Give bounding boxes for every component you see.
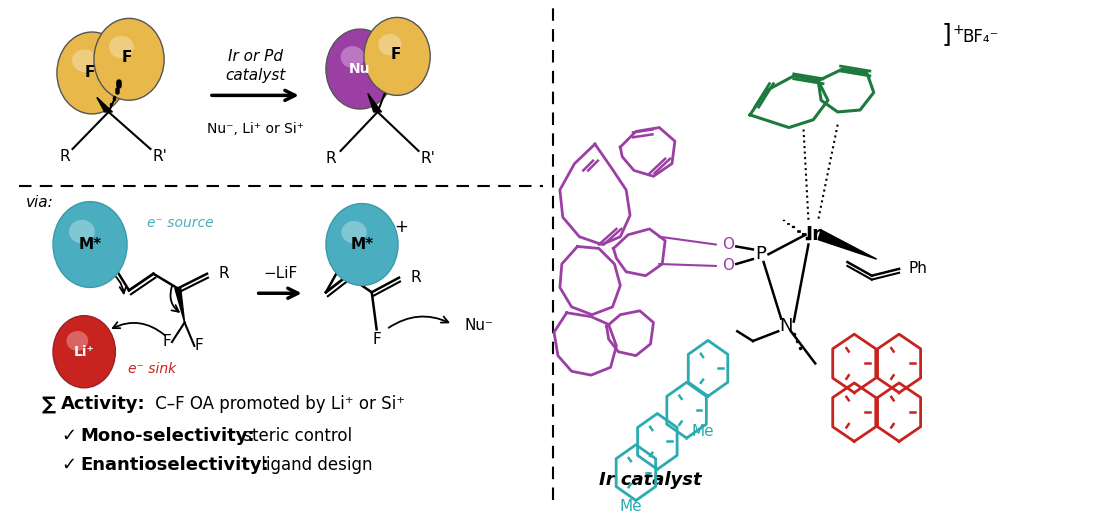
Text: +: + — [952, 23, 965, 37]
Ellipse shape — [341, 46, 364, 68]
Text: Ph: Ph — [909, 262, 928, 277]
Text: Nu⁻, Li⁺ or Si⁺: Nu⁻, Li⁺ or Si⁺ — [208, 123, 304, 136]
Polygon shape — [818, 230, 877, 259]
Text: R': R' — [153, 149, 168, 164]
Text: F: F — [391, 47, 402, 62]
Text: +: + — [394, 218, 408, 236]
Text: ]: ] — [942, 22, 951, 46]
Text: M*: M* — [351, 237, 374, 252]
Ellipse shape — [342, 221, 366, 244]
Ellipse shape — [53, 202, 127, 287]
Ellipse shape — [72, 50, 97, 72]
Text: Nu: Nu — [349, 62, 370, 76]
Text: ligand design: ligand design — [255, 456, 372, 474]
Text: R: R — [325, 151, 336, 166]
Ellipse shape — [326, 204, 398, 285]
Text: Nu⁻: Nu⁻ — [464, 318, 493, 333]
Polygon shape — [175, 288, 184, 323]
Text: R: R — [219, 266, 230, 281]
Text: ∑: ∑ — [41, 395, 56, 414]
Text: F: F — [84, 66, 95, 81]
Text: Enantioselectivity:: Enantioselectivity: — [80, 456, 269, 474]
Text: catalyst: catalyst — [225, 68, 286, 83]
Text: steric control: steric control — [239, 427, 352, 445]
Text: Ir: Ir — [805, 225, 821, 244]
Text: R: R — [60, 149, 70, 164]
Ellipse shape — [69, 220, 94, 244]
Ellipse shape — [109, 36, 133, 58]
Text: e⁻ source: e⁻ source — [147, 216, 213, 230]
Text: ✓: ✓ — [61, 427, 75, 445]
Text: O: O — [723, 237, 735, 252]
Text: Activity:: Activity: — [61, 396, 145, 414]
Text: M*: M* — [79, 237, 102, 252]
Text: via:: via: — [26, 195, 53, 210]
Text: C–F OA promoted by Li⁺ or Si⁺: C–F OA promoted by Li⁺ or Si⁺ — [151, 396, 405, 414]
Ellipse shape — [53, 316, 115, 388]
Text: Me: Me — [692, 424, 714, 439]
Text: Ir catalyst: Ir catalyst — [599, 472, 702, 490]
Polygon shape — [367, 94, 382, 112]
Text: R': R' — [421, 151, 436, 166]
Text: Ir or Pd: Ir or Pd — [229, 49, 283, 64]
Text: F: F — [195, 339, 203, 354]
Ellipse shape — [57, 32, 127, 114]
Text: F: F — [122, 50, 132, 65]
Polygon shape — [97, 97, 112, 112]
Text: F: F — [163, 334, 171, 349]
Text: F: F — [372, 331, 381, 346]
Text: ✓: ✓ — [61, 456, 75, 474]
Text: −LiF: −LiF — [263, 266, 297, 281]
Ellipse shape — [364, 18, 431, 95]
Ellipse shape — [379, 34, 402, 55]
Text: P: P — [755, 245, 766, 263]
Text: N: N — [779, 317, 793, 336]
Text: e⁻ sink: e⁻ sink — [128, 362, 176, 376]
Text: Me: Me — [619, 499, 643, 514]
Ellipse shape — [326, 29, 394, 109]
Text: BF₄⁻: BF₄⁻ — [962, 28, 999, 46]
Text: Mono-selectivity:: Mono-selectivity: — [80, 427, 255, 445]
Ellipse shape — [67, 331, 89, 351]
Text: R: R — [411, 270, 422, 285]
Text: Li⁺: Li⁺ — [74, 345, 94, 359]
Text: O: O — [723, 258, 735, 273]
Ellipse shape — [94, 19, 164, 100]
